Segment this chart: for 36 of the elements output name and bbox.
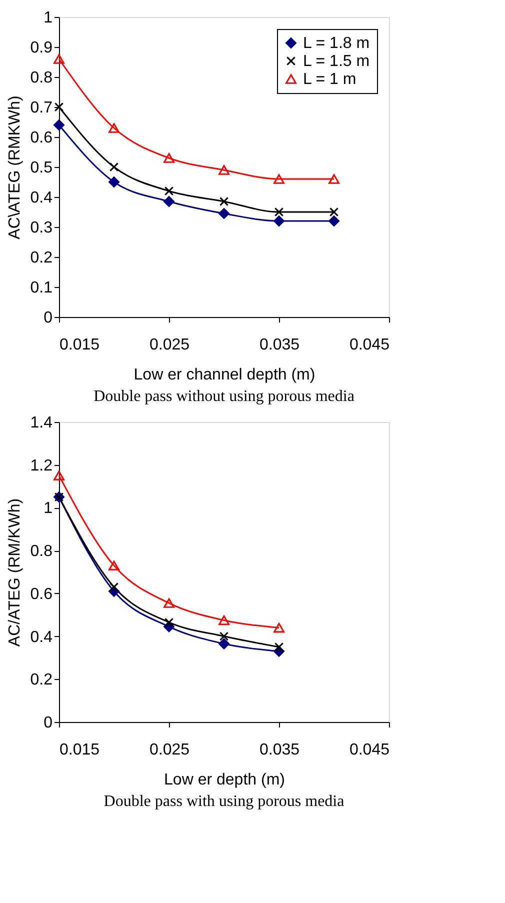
y-tick-label: 0.5 bbox=[30, 160, 53, 176]
y-axis-title: AC\ATEG (RMKWh) bbox=[6, 96, 24, 240]
y-tick-label: 0.6 bbox=[30, 130, 53, 146]
y-tick-label: 0.8 bbox=[30, 543, 53, 560]
y-tick-label: 0 bbox=[44, 714, 53, 732]
y-tick-label: 0.3 bbox=[30, 220, 53, 236]
legend-label: L = 1.8 m bbox=[303, 35, 370, 52]
y-tick-label: 0.2 bbox=[30, 250, 53, 266]
x-tick-label: 0.035 bbox=[259, 742, 300, 758]
y-tick-label: 1 bbox=[44, 500, 53, 518]
text: Double pass without using porous media bbox=[94, 388, 354, 405]
y-tick-label: 0.2 bbox=[30, 672, 53, 689]
y-tick-label: 1.2 bbox=[30, 457, 53, 474]
y-tick-label: 0.8 bbox=[30, 70, 53, 86]
y-tick-label: 1.4 bbox=[30, 414, 53, 432]
legend-label: L = 1 m bbox=[303, 71, 356, 88]
y-tick-label: 1 bbox=[44, 10, 53, 26]
x-tick-label: 0.045 bbox=[349, 336, 390, 354]
y-tick-label: 0.9 bbox=[30, 40, 53, 56]
x-tick-label: 0.015 bbox=[60, 742, 100, 758]
y-tick-label: 0.6 bbox=[30, 586, 53, 603]
text: Double pass with using porous media bbox=[104, 793, 344, 810]
x-tick-label: 0.035 bbox=[259, 336, 300, 354]
x-tick-label: 0.025 bbox=[149, 336, 190, 354]
x-tick-label: 0.045 bbox=[349, 742, 390, 758]
x-axis-title: Low er channel depth (m) bbox=[134, 366, 316, 384]
x-tick-label: 0.025 bbox=[149, 742, 190, 758]
x-tick-label: 0.015 bbox=[60, 336, 100, 354]
legend-label: L = 1.5 m bbox=[303, 53, 370, 70]
y-tick-label: 0.1 bbox=[30, 280, 53, 296]
y-tick-label: 0.7 bbox=[30, 100, 53, 116]
y-tick-label: 0.4 bbox=[30, 628, 53, 646]
y-axis-title: AC/ATEG (RM/KWh) bbox=[6, 498, 24, 647]
y-tick-label: 0.4 bbox=[30, 190, 53, 206]
y-tick-label: 0 bbox=[44, 310, 53, 326]
x-axis-title: Low er depth (m) bbox=[164, 772, 285, 788]
